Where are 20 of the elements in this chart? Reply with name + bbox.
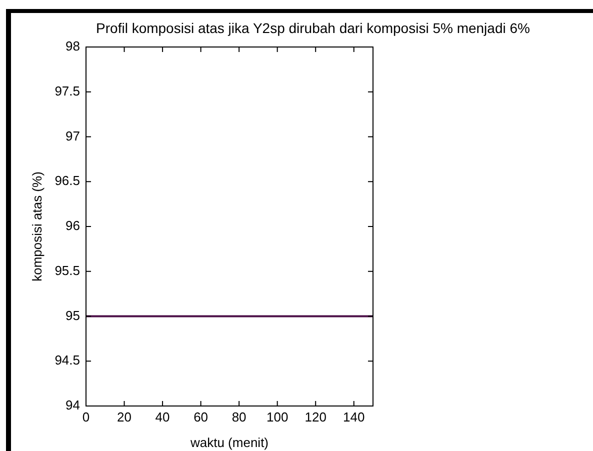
y-tick-label: 98 bbox=[66, 38, 80, 54]
y-tick-label: 96.5 bbox=[54, 173, 80, 188]
x-tick-label: 100 bbox=[266, 409, 288, 424]
y-tick-label: 96 bbox=[66, 218, 80, 234]
x-tick-label: 40 bbox=[155, 409, 170, 424]
y-tick-label: 94 bbox=[66, 398, 80, 413]
y-tick-label: 97.5 bbox=[54, 83, 80, 98]
y-tick-label: 97 bbox=[66, 128, 80, 144]
x-axis-title: waktu (menit) bbox=[189, 434, 269, 450]
x-tick-label: 120 bbox=[304, 409, 326, 424]
y-tick-label: 95.5 bbox=[54, 262, 80, 278]
chart-title: Profil komposisi atas jika Y2sp dirubah dari komposisi 5% menjadi 6% bbox=[96, 20, 530, 36]
x-tick-label: 80 bbox=[232, 409, 246, 424]
x-tick-label: 20 bbox=[117, 409, 132, 424]
x-tick-label: 60 bbox=[194, 409, 208, 424]
y-tick-label: 94.5 bbox=[54, 352, 80, 368]
x-tick-label: 0 bbox=[82, 409, 90, 424]
x-tick-label: 140 bbox=[343, 409, 365, 424]
y-tick-label: 95 bbox=[66, 308, 80, 323]
y-axis-title: komposisi atas (%) bbox=[29, 172, 44, 282]
